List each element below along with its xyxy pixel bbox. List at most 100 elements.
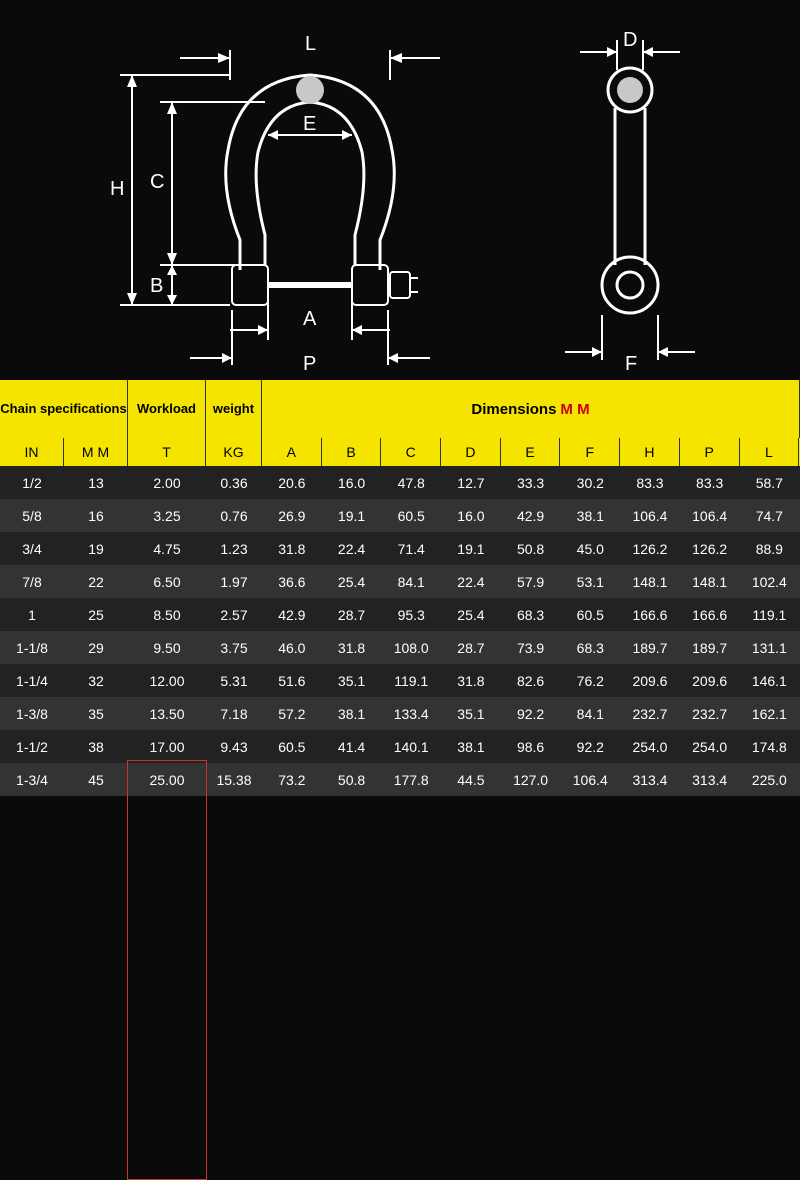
- cell: 45: [64, 763, 128, 796]
- cell: 22.4: [322, 532, 382, 565]
- col-F: F: [560, 438, 620, 466]
- table-row: 1-3/83513.507.1857.238.1133.435.192.284.…: [0, 697, 800, 730]
- col-in: IN: [0, 438, 64, 466]
- cell: 73.9: [501, 631, 561, 664]
- cell: 148.1: [680, 565, 740, 598]
- cell: 0.76: [206, 499, 262, 532]
- cell: 313.4: [680, 763, 740, 796]
- col-kg: KG: [206, 438, 262, 466]
- cell: 33.3: [501, 466, 561, 499]
- cell: 16.0: [441, 499, 501, 532]
- svg-text:D: D: [623, 29, 637, 51]
- cell: 17.00: [128, 730, 206, 763]
- cell: 36.6: [262, 565, 322, 598]
- cell: 1-1/8: [0, 631, 64, 664]
- cell: 2.00: [128, 466, 206, 499]
- cell: 68.3: [560, 631, 620, 664]
- svg-text:B: B: [150, 275, 163, 297]
- cell: 16: [64, 499, 128, 532]
- cell: 1-3/8: [0, 697, 64, 730]
- cell: 42.9: [262, 598, 322, 631]
- cell: 92.2: [560, 730, 620, 763]
- cell: 20.6: [262, 466, 322, 499]
- spec-table: Chain specifications Workload weight Dim…: [0, 380, 800, 796]
- col-B: B: [322, 438, 382, 466]
- cell: 174.8: [740, 730, 800, 763]
- cell: 31.8: [262, 532, 322, 565]
- cell: 88.9: [740, 532, 800, 565]
- cell: 5.31: [206, 664, 262, 697]
- cell: 82.6: [501, 664, 561, 697]
- cell: 4.75: [128, 532, 206, 565]
- cell: 47.8: [381, 466, 441, 499]
- cell: 38: [64, 730, 128, 763]
- table-row: 1-3/44525.0015.3873.250.8177.844.5127.01…: [0, 763, 800, 796]
- cell: 108.0: [381, 631, 441, 664]
- cell: 106.4: [560, 763, 620, 796]
- cell: 106.4: [680, 499, 740, 532]
- cell: 41.4: [322, 730, 382, 763]
- svg-text:L: L: [305, 33, 316, 55]
- cell: 7.18: [206, 697, 262, 730]
- cell: 28.7: [322, 598, 382, 631]
- col-P: P: [680, 438, 740, 466]
- cell: 13: [64, 466, 128, 499]
- cell: 232.7: [680, 697, 740, 730]
- table-row: 7/8226.501.9736.625.484.122.457.953.1148…: [0, 565, 800, 598]
- cell: 19: [64, 532, 128, 565]
- svg-text:E: E: [303, 113, 316, 135]
- cell: 1: [0, 598, 64, 631]
- header-chain-label: Chain specifications: [0, 401, 126, 417]
- cell: 95.3: [381, 598, 441, 631]
- cell: 35.1: [441, 697, 501, 730]
- cell: 232.7: [620, 697, 680, 730]
- cell: 106.4: [620, 499, 680, 532]
- cell: 84.1: [560, 697, 620, 730]
- cell: 50.8: [322, 763, 382, 796]
- table-row: 3/4194.751.2331.822.471.419.150.845.0126…: [0, 532, 800, 565]
- cell: 73.2: [262, 763, 322, 796]
- cell: 60.5: [262, 730, 322, 763]
- cell: 29: [64, 631, 128, 664]
- cell: 8.50: [128, 598, 206, 631]
- cell: 3.75: [206, 631, 262, 664]
- cell: 209.6: [620, 664, 680, 697]
- cell: 28.7: [441, 631, 501, 664]
- cell: 13.50: [128, 697, 206, 730]
- table-row: 1258.502.5742.928.795.325.468.360.5166.6…: [0, 598, 800, 631]
- cell: 254.0: [680, 730, 740, 763]
- cell: 102.4: [740, 565, 800, 598]
- cell: 1/2: [0, 466, 64, 499]
- cell: 19.1: [322, 499, 382, 532]
- cell: 313.4: [620, 763, 680, 796]
- col-H: H: [620, 438, 680, 466]
- cell: 68.3: [501, 598, 561, 631]
- cell: 225.0: [740, 763, 800, 796]
- cell: 126.2: [680, 532, 740, 565]
- cell: 83.3: [620, 466, 680, 499]
- cell: 177.8: [381, 763, 441, 796]
- cell: 126.2: [620, 532, 680, 565]
- workload-highlight: [127, 760, 207, 1180]
- col-E: E: [501, 438, 561, 466]
- cell: 58.7: [740, 466, 800, 499]
- cell: 2.57: [206, 598, 262, 631]
- cell: 3/4: [0, 532, 64, 565]
- table-row: 1-1/23817.009.4360.541.4140.138.198.692.…: [0, 730, 800, 763]
- cell: 209.6: [680, 664, 740, 697]
- cell: 30.2: [560, 466, 620, 499]
- cell: 38.1: [560, 499, 620, 532]
- cell: 0.36: [206, 466, 262, 499]
- cell: 1.23: [206, 532, 262, 565]
- cell: 25.00: [128, 763, 206, 796]
- cell: 38.1: [441, 730, 501, 763]
- cell: 127.0: [501, 763, 561, 796]
- table-row: 1-1/8299.503.7546.031.8108.028.773.968.3…: [0, 631, 800, 664]
- cell: 1-1/4: [0, 664, 64, 697]
- cell: 25: [64, 598, 128, 631]
- header-weight-label: weight: [213, 401, 254, 417]
- cell: 44.5: [441, 763, 501, 796]
- cell: 71.4: [381, 532, 441, 565]
- cell: 6.50: [128, 565, 206, 598]
- cell: 133.4: [381, 697, 441, 730]
